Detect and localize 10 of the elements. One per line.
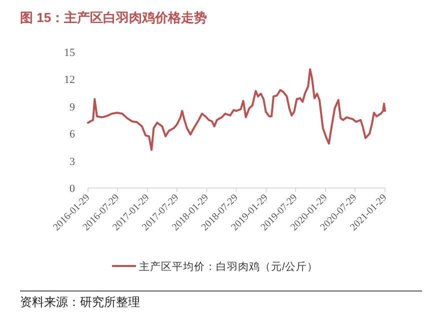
chart-title: 图 15：主产区白羽肉鸡价格走势 <box>20 10 208 25</box>
text: 资料来源：研究所整理 <box>20 295 140 309</box>
legend-label: 主产区平均价：白羽肉鸡（元/公斤） <box>139 260 318 273</box>
y-tick-label: 6 <box>70 128 76 141</box>
y-tick-label: 3 <box>70 156 76 168</box>
line-series <box>87 68 386 151</box>
y-tick-label: 0 <box>70 183 76 195</box>
y-tick-label: 12 <box>64 74 75 86</box>
y-tick-label: 15 <box>64 47 76 59</box>
y-tick-label: 9 <box>70 101 76 114</box>
